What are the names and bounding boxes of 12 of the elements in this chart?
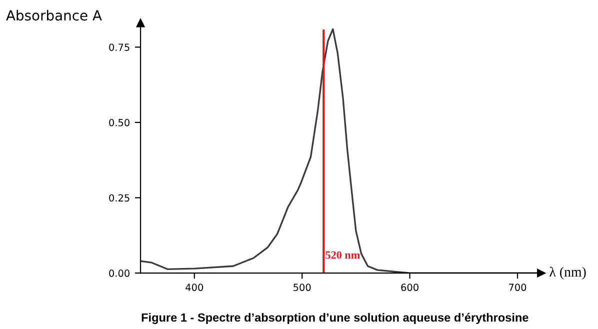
x-tick-label: 700: [509, 284, 526, 292]
x-axis-title: λ (nm): [550, 266, 586, 280]
x-tick-label: 400: [186, 284, 204, 292]
x-tick-label: 600: [401, 284, 418, 292]
y-axis-title: Absorbance A: [6, 10, 102, 21]
x-tick-label: 500: [294, 284, 311, 292]
y-tick-label: 0.50: [109, 118, 130, 126]
y-tick-label: 0.00: [109, 270, 130, 277]
ref-line-label: 520 nm: [326, 251, 360, 259]
text: Figure 1 - Spectre d’absorption d’une solution aqueuse d’érythrosine: [142, 312, 528, 324]
y-tick-label: 0.75: [109, 44, 130, 51]
y-tick-label: 0.25: [109, 194, 130, 202]
